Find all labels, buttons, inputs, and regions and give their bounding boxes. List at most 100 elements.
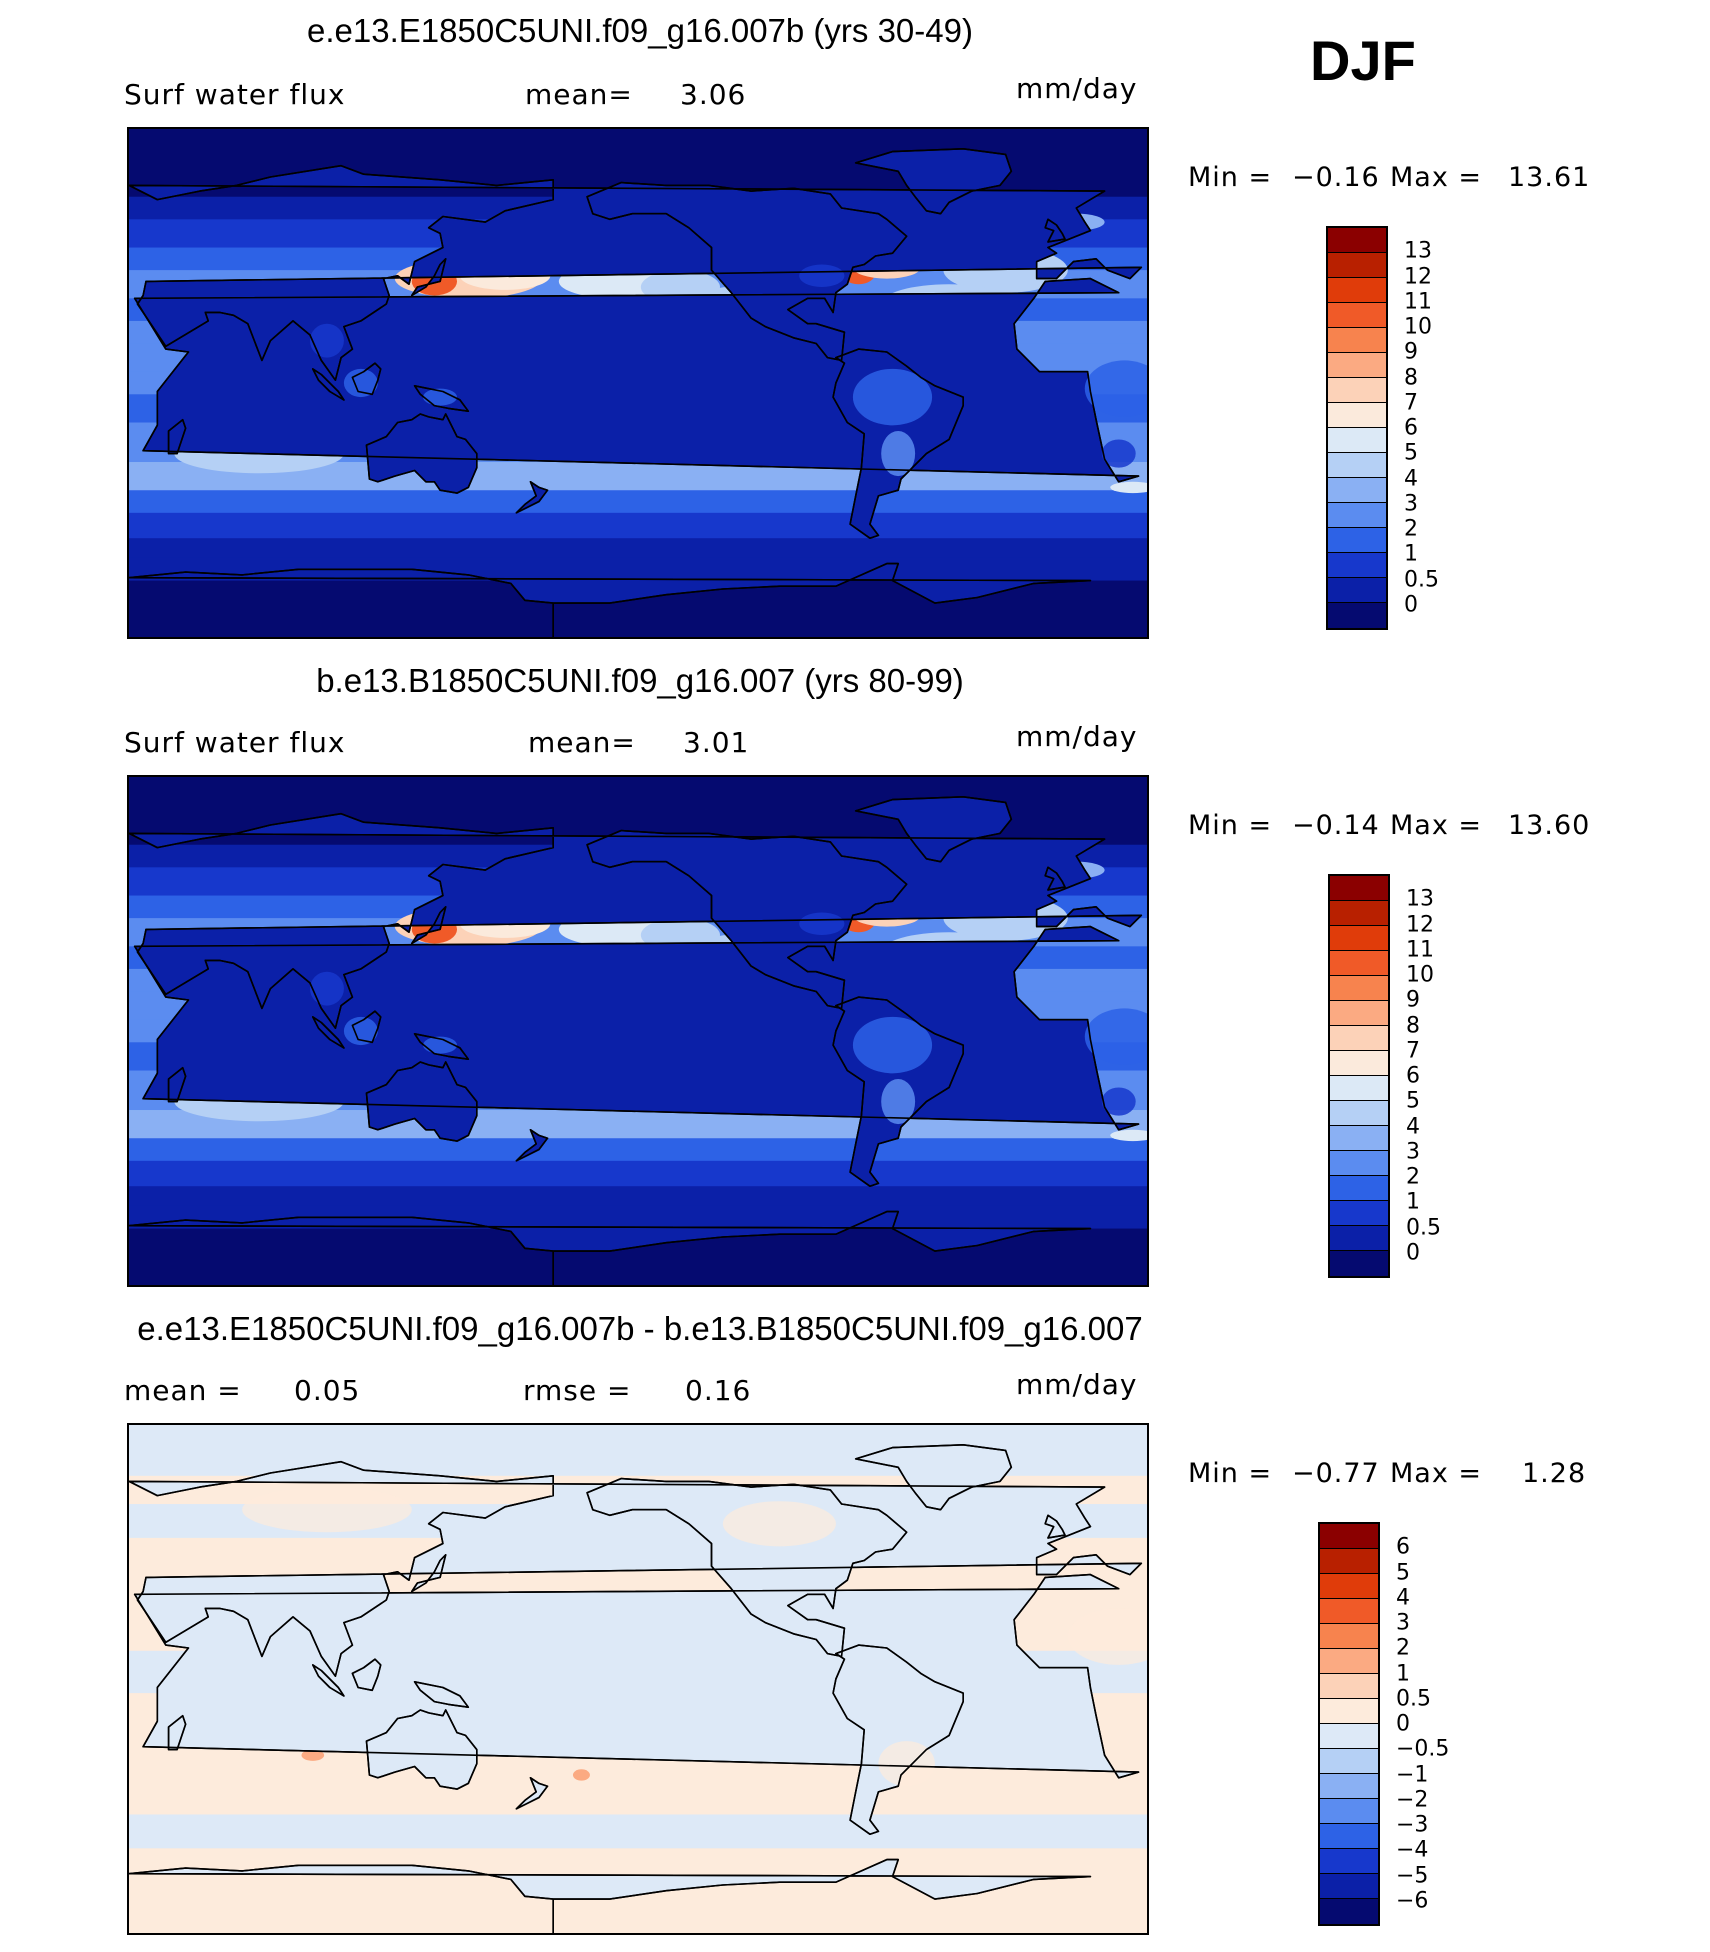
colorbar-tick-label: −5 [1396, 1863, 1429, 1888]
coastline-outline [133, 277, 1140, 483]
ocean-band [129, 490, 1147, 514]
coastline-outline [365, 1709, 478, 1790]
colorbar-swatch [1320, 1524, 1378, 1549]
colorbar-swatch [1328, 553, 1386, 578]
colorbar-swatch [1330, 1126, 1388, 1151]
colorbar-tick-label: 0 [1396, 1711, 1410, 1737]
land-wet-region [423, 1036, 458, 1054]
colorbar-swatch [1320, 1574, 1378, 1599]
colorbar-tick-label: 9 [1404, 339, 1418, 365]
max-label: Max = [1390, 1458, 1483, 1489]
colorbar-tick-label: 5 [1396, 1560, 1410, 1585]
land-wet-region [423, 388, 458, 406]
colorbar-tick-label: 5 [1404, 440, 1418, 466]
max-label: Max = [1390, 810, 1483, 841]
ocean-band [129, 512, 1147, 540]
panel-difference: e.e13.E1850C5UNI.f09_g16.007b - b.e13.B1… [0, 1296, 1710, 1946]
colorbar-tick-label: 4 [1404, 466, 1418, 491]
coastline-outline [854, 148, 1013, 215]
colorbar-swatch [1330, 1201, 1388, 1226]
colorbar-swatch [1328, 228, 1386, 253]
max-value: 1.28 [1522, 1458, 1587, 1489]
min-label: Min = [1188, 162, 1273, 193]
land-wet-region [881, 430, 916, 477]
coastline-outline [411, 906, 447, 945]
land-wet-region [1084, 1008, 1147, 1065]
colorbar-swatch [1330, 901, 1388, 926]
colorbar-swatch [1320, 1624, 1378, 1649]
coastline-outline [1044, 218, 1066, 243]
coastline-outline [413, 1681, 470, 1708]
field-anomaly [301, 1749, 325, 1761]
land-diff-region [722, 1501, 836, 1547]
coastline-outline [312, 1664, 345, 1697]
land-diff-region [878, 1741, 935, 1787]
land-wet-region [343, 1016, 378, 1046]
rmse-value: 0.16 [685, 1374, 752, 1407]
mean-value: 0.05 [294, 1374, 361, 1407]
min-label: Min = [1188, 810, 1273, 841]
variable-label: Surf water flux [124, 726, 346, 759]
land-wet-region [1101, 1087, 1136, 1116]
colorbar-tick-label: 0 [1404, 592, 1418, 618]
mean-label: mean= [528, 726, 636, 759]
coastline-outline [129, 1460, 1143, 1677]
coastline-outline [167, 1714, 187, 1751]
units-label: mm/day [1016, 72, 1138, 105]
colorbar-swatch [1328, 428, 1386, 453]
land-wet-region [852, 1016, 933, 1074]
colorbar-swatch [1328, 603, 1386, 628]
coastline-outline [586, 829, 908, 1010]
ocean-band [129, 1186, 1147, 1207]
colorbar-swatch [1330, 876, 1388, 901]
colorbar-tick-label: 6 [1404, 415, 1418, 441]
coastline-outline [515, 1129, 549, 1162]
units-label: mm/day [1016, 720, 1138, 753]
coastline-outline [312, 1016, 345, 1049]
mean-value: 3.06 [680, 78, 747, 111]
ocean-band [129, 538, 1147, 559]
colorbar-swatch [1328, 353, 1386, 378]
coastline-outline [133, 1573, 1140, 1779]
colorbar-swatch [1320, 1674, 1378, 1699]
colorbar-swatch [1320, 1699, 1378, 1724]
colorbar-tick-label: 0 [1406, 1240, 1420, 1266]
colorbar-swatch [1328, 278, 1386, 303]
colorbar-swatch [1320, 1724, 1378, 1749]
land-wet-region [343, 368, 378, 398]
colorbar-swatch [1328, 328, 1386, 353]
coastline-outline [586, 181, 908, 362]
colorbar-tick-label: 4 [1406, 1114, 1420, 1139]
colorbar-swatch [1330, 1076, 1388, 1101]
field-anomaly [1110, 1129, 1147, 1142]
colorbar-swatch [1330, 1101, 1388, 1126]
colorbar-tick-label: 6 [1396, 1534, 1410, 1560]
land-wet-region [1084, 360, 1147, 417]
colorbar-tick-label: −2 [1396, 1787, 1429, 1813]
colorbar-swatch [1328, 403, 1386, 428]
colorbar-tick-label: 8 [1406, 1013, 1420, 1038]
colorbar-tick-label: 0.5 [1396, 1686, 1431, 1712]
coastline-outline [312, 368, 345, 401]
coastline-outline [167, 418, 187, 455]
colorbar-swatch [1330, 1176, 1388, 1201]
colorbar-swatch [1320, 1649, 1378, 1674]
colorbar-swatch [1328, 453, 1386, 478]
colorbar [1326, 226, 1388, 630]
colorbar-swatch [1328, 478, 1386, 503]
colorbar-swatch [1328, 378, 1386, 403]
coastline-outline [351, 362, 382, 396]
max-value: 13.60 [1508, 810, 1591, 841]
max-value: 13.61 [1508, 162, 1591, 193]
coastline-outline [1044, 866, 1066, 891]
colorbar-swatch [1328, 503, 1386, 528]
min-value: −0.14 [1292, 810, 1380, 841]
colorbar-tick-label: 10 [1406, 962, 1434, 988]
colorbar-swatch [1320, 1824, 1378, 1849]
colorbar-tick-label: 5 [1406, 1088, 1420, 1114]
coastline-outline [413, 1033, 470, 1060]
coastline-outline [129, 1210, 1092, 1285]
colorbar-swatch [1330, 1251, 1388, 1276]
colorbar-tick-label: 2 [1406, 1164, 1420, 1190]
coastline-outline [832, 1644, 964, 1835]
